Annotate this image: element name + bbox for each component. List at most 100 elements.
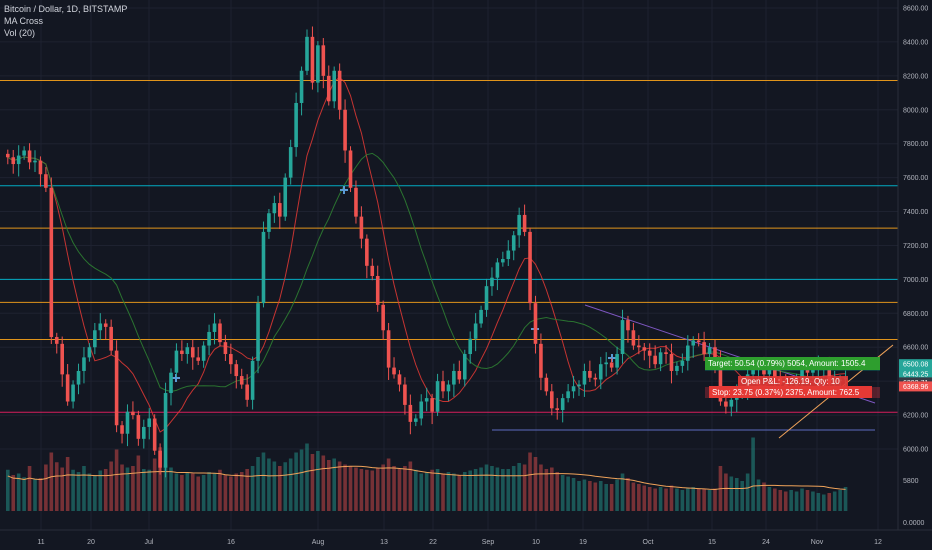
volume-bar: [479, 467, 483, 511]
volume-bar: [11, 475, 16, 511]
volume-bar: [713, 488, 717, 511]
volume-bar: [38, 478, 43, 511]
volume-bar: [125, 467, 130, 511]
volume-ma-line: [7, 465, 846, 490]
volume-bar: [71, 469, 75, 511]
candle-body: [604, 362, 608, 365]
volume-bar: [93, 475, 97, 511]
volume-bar: [843, 487, 848, 511]
candle-body: [609, 362, 614, 368]
candle-body: [647, 350, 652, 356]
candle-body: [582, 370, 587, 385]
candle-body: [71, 384, 75, 402]
candle-body: [729, 399, 734, 407]
candle-body: [321, 45, 326, 76]
volume-bar: [789, 490, 793, 511]
candle-body: [218, 323, 222, 343]
volume-bar: [435, 469, 440, 511]
candle-body: [598, 364, 603, 380]
volume-bar: [571, 478, 576, 511]
volume-bar: [60, 467, 64, 511]
target-label-box: [705, 357, 880, 370]
volume-bar: [501, 469, 505, 511]
volume-bar: [229, 476, 233, 511]
candle-body: [381, 304, 385, 331]
ma-cross-marker: [340, 186, 348, 194]
candle-body: [180, 350, 184, 355]
candle-body: [152, 418, 157, 451]
volume-bar: [136, 455, 141, 511]
volume-bar: [642, 485, 647, 511]
candle-body: [299, 70, 304, 103]
volume-bar: [76, 472, 81, 511]
price-tick-label: 8000.00: [903, 107, 928, 114]
symbol-title[interactable]: Bitcoin / Dollar, 1D, BITSTAMP: [4, 4, 128, 14]
trend-lines[interactable]: [492, 304, 894, 439]
volume-bar: [566, 476, 570, 511]
candle-body: [223, 342, 228, 355]
indicator-ma-cross[interactable]: MA Cross: [4, 16, 44, 26]
candle-body: [120, 425, 124, 434]
stop-label-box: [709, 386, 872, 398]
volume-bar: [609, 484, 614, 511]
long-position-tool[interactable]: Target: 50.54 (0.79%) 5054, Amount: 1505…: [705, 357, 880, 398]
candle-body: [767, 369, 772, 375]
volume-bar: [468, 470, 472, 511]
volume-bar: [631, 482, 636, 511]
price-axis[interactable]: 6000.006200.006400.006600.006800.007000.…: [897, 0, 932, 550]
slow-ma-line: [7, 152, 846, 393]
volume-bar: [103, 469, 108, 511]
volume-bar: [109, 461, 113, 511]
candle-body: [103, 323, 108, 327]
candle-body: [528, 231, 532, 304]
volume-bar: [778, 490, 783, 511]
volume-bar: [522, 464, 527, 511]
volume-bar: [65, 457, 70, 511]
volume-bar: [337, 461, 342, 511]
candle-body: [27, 150, 32, 163]
volume-bar: [316, 451, 320, 511]
volume-bar: [424, 472, 429, 511]
volume-bar: [675, 488, 679, 511]
candle-body: [38, 160, 43, 175]
volume-bar: [544, 469, 549, 511]
volume-bar: [430, 469, 434, 511]
candle-body: [805, 369, 810, 373]
candle-body: [452, 370, 456, 385]
volume-bar: [620, 473, 625, 511]
candle-body: [424, 398, 429, 402]
volume-bar: [196, 476, 200, 511]
candle-body: [158, 450, 162, 468]
volume-bar: [550, 467, 554, 511]
price-tag-label: 6443.25: [903, 371, 928, 378]
time-axis[interactable]: 11 20 Jul 16 Aug 13 22 Sep 10 19 Oct 15 24 Nov 12: [0, 529, 932, 546]
candle-body: [22, 150, 26, 156]
candle-body: [566, 391, 570, 399]
candle-body: [131, 411, 135, 416]
candle-body: [441, 381, 445, 392]
volume-bar: [533, 457, 538, 511]
volume-bar: [114, 449, 119, 511]
candle-body: [147, 418, 152, 427]
volume-bar: [734, 478, 739, 511]
candle-body: [6, 153, 10, 158]
candle-body: [560, 398, 565, 410]
volume-bar: [180, 475, 184, 511]
volume-bar: [321, 455, 326, 511]
volume-bar: [294, 452, 298, 511]
candle-body: [87, 347, 92, 358]
price-tick-label: 8200.00: [903, 73, 928, 80]
volume-bar: [142, 469, 146, 511]
indicator-volume[interactable]: Vol (20): [4, 28, 36, 38]
volume-bar: [495, 467, 500, 511]
candle-body: [76, 370, 81, 385]
volume-bar: [408, 461, 413, 511]
candle-body: [696, 340, 701, 343]
volume-bar: [397, 469, 402, 511]
candle-body: [653, 355, 657, 365]
candle-body: [65, 374, 70, 402]
volume-bar: [800, 488, 804, 511]
volume-bar: [365, 469, 369, 511]
